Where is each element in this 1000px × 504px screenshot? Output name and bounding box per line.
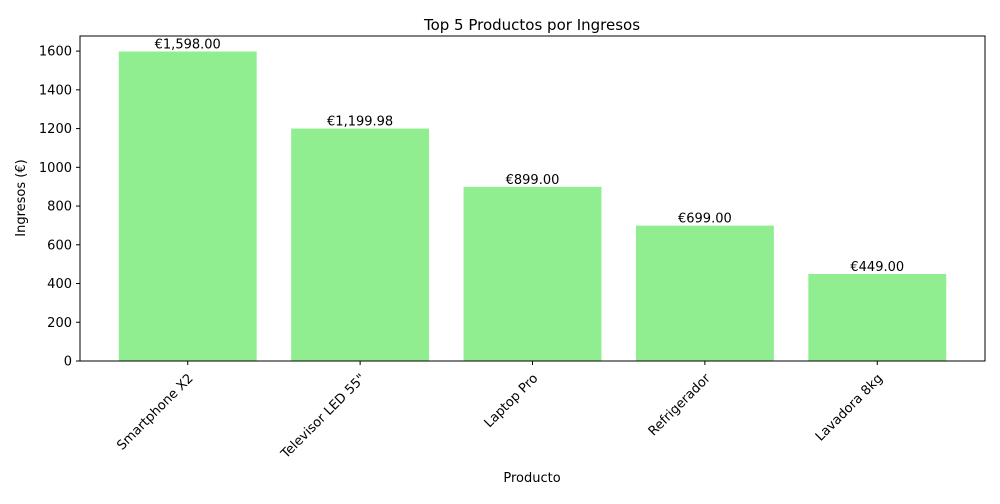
bar-value-label: €899.00 xyxy=(506,173,560,188)
x-tick-label: Refrigerador xyxy=(646,371,714,439)
y-tick-label: 600 xyxy=(47,238,72,253)
bar-value-label: €699.00 xyxy=(678,212,732,227)
y-axis: 0 200 400 600 800 1000 1200 1400 1600 xyxy=(39,45,80,370)
y-axis-label: Ingresos (€) xyxy=(14,159,29,236)
y-tick-label: 800 xyxy=(47,200,72,215)
bar-value-label: €449.00 xyxy=(850,260,904,275)
x-tick-label: Televisor LED 55" xyxy=(278,371,369,462)
bar xyxy=(463,186,602,361)
x-tick-label: Laptop Pro xyxy=(482,371,542,431)
bar-value-label: €1,598.00 xyxy=(155,37,221,52)
y-tick-label: 1600 xyxy=(39,45,72,60)
y-tick-label: 1200 xyxy=(39,122,72,137)
plot-area: €1,598.00 €1,199.98 €899.00 €699.00 €449.00 xyxy=(79,35,986,362)
y-tick-label: 1400 xyxy=(39,83,72,98)
bar xyxy=(118,51,257,362)
y-tick-label: 1000 xyxy=(39,161,72,176)
x-axis-label: Producto xyxy=(503,471,560,486)
y-tick-label: 400 xyxy=(47,277,72,292)
bar-value-label: €1,199.98 xyxy=(327,115,393,130)
bar xyxy=(635,225,774,361)
bar xyxy=(808,274,947,361)
bar xyxy=(291,128,430,361)
chart-title: Top 5 Productos por Ingresos xyxy=(423,16,640,34)
y-tick-label: 200 xyxy=(47,316,72,331)
x-tick-label: Smartphone X2 xyxy=(114,371,196,453)
y-tick-label: 0 xyxy=(64,355,72,370)
x-tick-label: Lavadora 8kg xyxy=(813,371,886,444)
x-axis: Smartphone X2 Televisor LED 55" Laptop Pro… xyxy=(114,361,886,462)
